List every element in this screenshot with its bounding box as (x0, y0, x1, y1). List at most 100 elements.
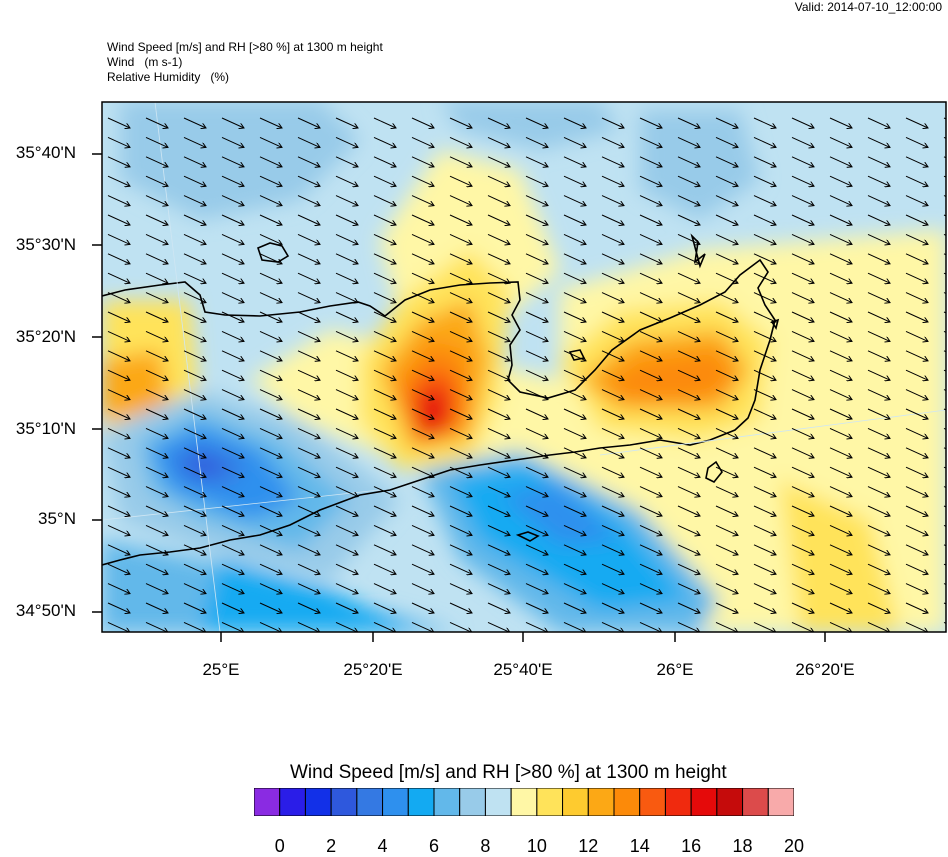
wind-arrow (297, 350, 320, 361)
wind-arrow (335, 486, 358, 497)
wind-arrow (297, 233, 320, 244)
wind-arrow (791, 408, 814, 419)
wind-arrow (107, 175, 130, 186)
wind-arrow (753, 466, 776, 477)
wind-arrow (867, 544, 890, 555)
wind-arrow (183, 583, 206, 594)
wind-arrow (297, 602, 320, 613)
wind-arrow (183, 369, 206, 380)
wind-arrow (715, 602, 738, 613)
wind-arrow (867, 214, 890, 225)
wind-arrow (753, 175, 776, 186)
wind-arrow (183, 156, 206, 167)
wind-arrow (411, 195, 434, 206)
wind-arrow (373, 583, 396, 594)
wind-arrow (487, 389, 510, 400)
wind-arrow (905, 389, 928, 400)
wind-arrow (259, 156, 282, 167)
wind-arrow (183, 311, 206, 322)
wind-arrow (297, 466, 320, 477)
wind-arrow (715, 330, 738, 341)
wind-arrow (411, 272, 434, 283)
wind-arrow (373, 369, 396, 380)
wind-arrow (297, 214, 320, 225)
wind-arrow (259, 175, 282, 186)
wind-arrow (335, 447, 358, 458)
wind-arrow (601, 583, 624, 594)
wind-arrow (221, 505, 244, 516)
wind-arrow (677, 408, 700, 419)
wind-arrow (373, 563, 396, 574)
wind-arrow (145, 214, 168, 225)
wind-arrow (639, 311, 662, 322)
wind-arrow (601, 214, 624, 225)
wind-arrow (791, 233, 814, 244)
colorbar-swatch (356, 788, 384, 816)
wind-arrow (525, 292, 548, 303)
wind-arrow (487, 253, 510, 264)
wind-arrow (221, 233, 244, 244)
wind-arrow (487, 117, 510, 128)
lon-label-25-40e: 25°40'E (493, 660, 553, 679)
wind-arrow (221, 253, 244, 264)
wind-arrow (373, 621, 396, 632)
wind-arrow (259, 544, 282, 555)
lat-label-35: 35°N (38, 509, 76, 528)
wind-arrow (411, 447, 434, 458)
wind-arrow (563, 292, 586, 303)
lat-label-35-40: 35°40'N (15, 143, 76, 162)
colorbar-tick-label: 4 (377, 836, 388, 856)
wind-arrow (829, 524, 852, 535)
wind-arrow (715, 350, 738, 361)
wind-arrow (677, 233, 700, 244)
wind-arrow (107, 524, 130, 535)
wind-arrow (677, 621, 700, 632)
wind-arrow (487, 563, 510, 574)
wind-arrow (145, 330, 168, 341)
wind-arrow (905, 117, 928, 128)
wind-arrow (487, 621, 510, 632)
wind-arrow (487, 311, 510, 322)
wind-arrow (753, 427, 776, 438)
wind-arrow (183, 233, 206, 244)
wind-arrow (563, 621, 586, 632)
wind-arrow (373, 466, 396, 477)
wind-arrow (905, 583, 928, 594)
wind-arrow (487, 466, 510, 477)
wind-arrow (373, 505, 396, 516)
wind-arrow (183, 505, 206, 516)
wind-arrow (449, 350, 472, 361)
wind-arrow (639, 253, 662, 264)
wind-arrow (411, 427, 434, 438)
wind-arrow (867, 505, 890, 516)
wind-arrow (715, 292, 738, 303)
wind-arrow (753, 117, 776, 128)
wind-arrow (259, 408, 282, 419)
wind-arrow (791, 447, 814, 458)
wind-arrow (639, 292, 662, 303)
wind-arrow (297, 563, 320, 574)
wind-arrow (107, 583, 130, 594)
wind-arrow (601, 156, 624, 167)
wind-arrow (335, 214, 358, 225)
wind-arrow (791, 369, 814, 380)
wind-arrow (905, 350, 928, 361)
wind-arrow (677, 427, 700, 438)
wind-arrow (601, 466, 624, 477)
wind-arrow (791, 466, 814, 477)
wind-arrow (297, 505, 320, 516)
wind-arrow (145, 505, 168, 516)
wind-arrow (487, 330, 510, 341)
wind-arrow (905, 272, 928, 283)
wind-arrow (221, 621, 244, 632)
wind-arrow (297, 427, 320, 438)
wind-arrow (373, 486, 396, 497)
wind-arrow (145, 544, 168, 555)
wind-arrow (335, 272, 358, 283)
wind-arrow (867, 272, 890, 283)
wind-arrow (715, 427, 738, 438)
wind-arrow (297, 621, 320, 632)
wind-arrow (183, 602, 206, 613)
wind-arrow (145, 117, 168, 128)
wind-arrow (639, 369, 662, 380)
